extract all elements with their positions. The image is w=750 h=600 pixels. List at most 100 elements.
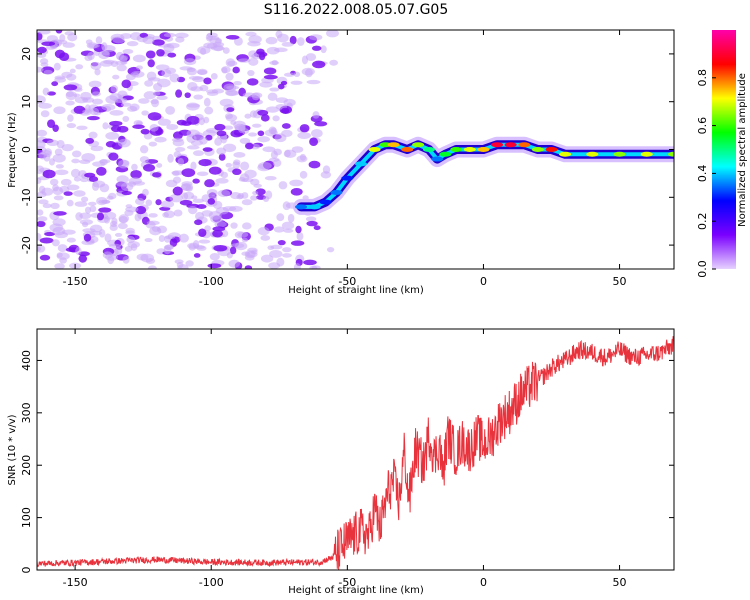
noise-blob (144, 238, 153, 243)
noise-blob (157, 118, 171, 126)
noise-blob (278, 181, 288, 190)
noise-blob (305, 216, 317, 222)
noise-blob (132, 124, 145, 129)
noise-blob (295, 225, 302, 234)
noise-blob (105, 253, 119, 261)
noise-blob (199, 136, 208, 145)
noise-blob (262, 146, 276, 153)
noise-blob (80, 177, 89, 183)
noise-blob (244, 169, 257, 179)
noise-blob (282, 247, 292, 253)
noise-blob (266, 46, 280, 55)
noise-blob (117, 125, 129, 133)
noise-blob (90, 61, 102, 70)
noise-blob (223, 143, 237, 153)
noise-blob (127, 105, 138, 112)
noise-blob (269, 87, 280, 92)
colorbar-tick-label: 0.2 (696, 212, 709, 230)
x-tick-label: 50 (613, 275, 627, 288)
noise-blob (160, 200, 175, 208)
noise-blob (250, 249, 258, 255)
noise-blob (118, 159, 130, 169)
noise-blob (37, 140, 46, 149)
noise-blob (174, 32, 189, 39)
noise-blob (191, 195, 198, 200)
noise-blob (212, 226, 226, 232)
noise-blob (44, 148, 53, 158)
noise-blob (143, 91, 156, 100)
noise-blob (71, 150, 82, 158)
noise-blob (326, 30, 339, 38)
noise-blob (52, 218, 66, 227)
noise-blob (250, 178, 260, 186)
noise-blob (47, 119, 56, 129)
noise-blob (63, 84, 78, 91)
noise-blob (163, 244, 174, 250)
noise-blob (95, 36, 103, 45)
noise-blob (117, 54, 129, 61)
colorbar-tick-label: 0.4 (696, 165, 709, 183)
track-point (518, 142, 531, 148)
noise-blob (232, 66, 240, 74)
noise-blob (89, 224, 103, 233)
track-point (330, 190, 343, 196)
noise-blob (309, 34, 323, 41)
noise-blob (283, 98, 296, 107)
noise-blob (212, 229, 223, 238)
noise-blob (309, 265, 318, 269)
noise-blob (130, 243, 138, 251)
noise-blob (80, 91, 92, 101)
noise-blob (101, 44, 116, 53)
noise-blob (209, 37, 222, 44)
noise-blob (179, 66, 193, 71)
noise-blob (149, 124, 159, 132)
noise-blob (64, 31, 75, 36)
track-point (401, 147, 414, 152)
noise-blob (158, 234, 165, 243)
noise-blob (61, 143, 74, 152)
noise-blob (60, 178, 72, 186)
noise-blob (55, 164, 64, 169)
noise-blob (81, 196, 89, 203)
signal-track (293, 136, 674, 215)
noise-blob (39, 237, 54, 244)
noise-blob (90, 145, 104, 152)
x-tick-label: 50 (613, 576, 627, 589)
noise-blob (241, 199, 253, 206)
noise-blob (251, 123, 262, 128)
noise-blob (329, 59, 338, 66)
noise-blob (37, 246, 42, 252)
noise-blob (296, 155, 308, 163)
snr-frame (36, 328, 675, 571)
noise-blob (164, 235, 171, 243)
noise-blob (187, 82, 198, 91)
noise-blob (37, 30, 51, 35)
noise-blob (124, 246, 133, 252)
noise-blob (147, 59, 155, 68)
noise-blob (37, 32, 43, 41)
track-point (412, 142, 425, 148)
noise-blob (140, 128, 150, 135)
noise-blob (101, 103, 116, 111)
noise-blob (281, 221, 295, 230)
noise-blob (43, 69, 53, 75)
noise-blob (145, 50, 156, 59)
x-tick-label: -100 (199, 275, 224, 288)
y-tick-label: 100 (20, 507, 33, 528)
noise-blob (37, 95, 46, 105)
noise-blob (51, 239, 60, 247)
y-tick-label: -20 (20, 236, 33, 254)
noise-blob (320, 171, 332, 179)
noise-blob (230, 222, 238, 229)
noise-blob (65, 91, 78, 101)
noise-blob (173, 209, 183, 217)
y-tick-label: 0 (20, 146, 33, 153)
noise-blob (202, 129, 217, 138)
noise-blob (40, 110, 50, 118)
noise-blob (290, 187, 303, 196)
noise-blob (38, 102, 53, 109)
noise-blob (39, 58, 49, 65)
noise-blob (88, 176, 99, 183)
noise-blob (134, 213, 142, 222)
noise-blob (37, 46, 47, 54)
